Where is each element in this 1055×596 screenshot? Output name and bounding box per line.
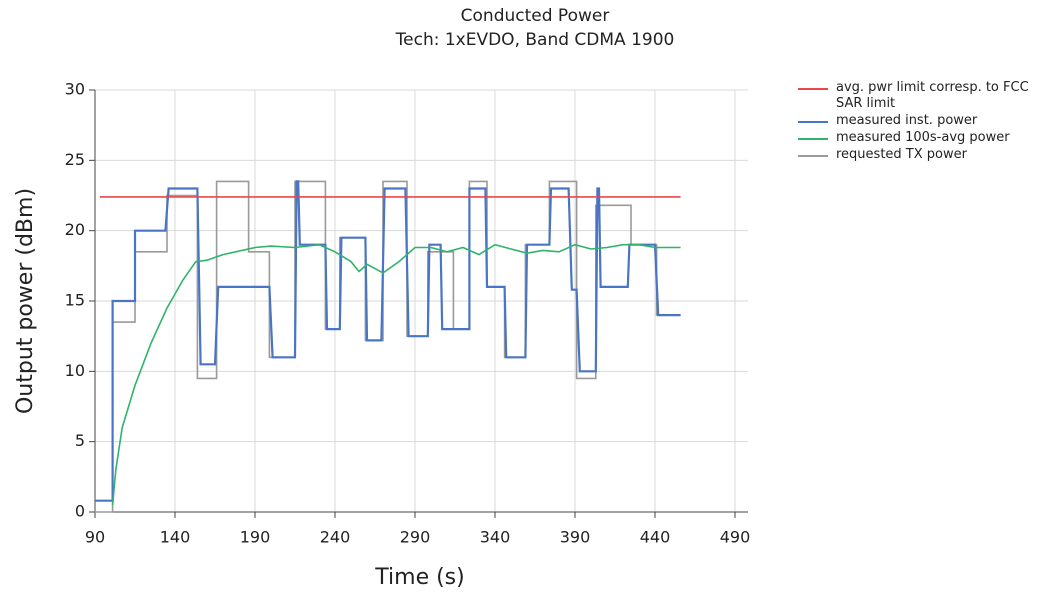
series-line xyxy=(111,243,681,506)
x-tick-label: 490 xyxy=(720,528,751,547)
legend-item: requested TX power xyxy=(798,147,1048,163)
y-tick-label: 25 xyxy=(65,150,85,169)
y-tick-label: 15 xyxy=(65,291,85,310)
legend-label: avg. pwr limit corresp. to FCC SAR limit xyxy=(836,80,1029,111)
legend-item: avg. pwr limit corresp. to FCC SAR limit xyxy=(798,80,1048,112)
legend-item: measured 100s-avg power xyxy=(798,130,1048,146)
x-tick-label: 290 xyxy=(400,528,431,547)
legend-label: requested TX power xyxy=(836,147,967,162)
x-tick-label: 140 xyxy=(160,528,191,547)
y-tick-label: 0 xyxy=(75,502,85,521)
series-line xyxy=(95,180,681,513)
x-tick-label: 90 xyxy=(85,528,105,547)
y-tick-label: 20 xyxy=(65,220,85,239)
legend-label: measured 100s-avg power xyxy=(836,130,1010,145)
series-line xyxy=(95,180,681,502)
legend-label: measured inst. power xyxy=(836,113,978,128)
y-tick-label: 5 xyxy=(75,431,85,450)
legend-swatch xyxy=(798,121,828,123)
chart-subtitle: Tech: 1xEVDO, Band CDMA 1900 xyxy=(395,30,675,50)
y-tick-label: 10 xyxy=(65,361,85,380)
y-axis-title: Output power (dBm) xyxy=(13,188,38,414)
x-tick-label: 190 xyxy=(240,528,271,547)
x-tick-label: 340 xyxy=(480,528,511,547)
legend-swatch xyxy=(798,155,828,157)
x-axis-title: Time (s) xyxy=(374,565,464,590)
x-tick-label: 390 xyxy=(560,528,591,547)
legend-item: measured inst. power xyxy=(798,113,1048,129)
y-tick-label: 30 xyxy=(65,80,85,99)
legend-swatch xyxy=(798,138,828,140)
legend: avg. pwr limit corresp. to FCC SAR limit… xyxy=(798,80,1048,164)
legend-swatch xyxy=(798,88,828,90)
x-tick-label: 240 xyxy=(320,528,351,547)
chart-title: Conducted Power xyxy=(461,6,610,26)
x-tick-label: 440 xyxy=(640,528,671,547)
